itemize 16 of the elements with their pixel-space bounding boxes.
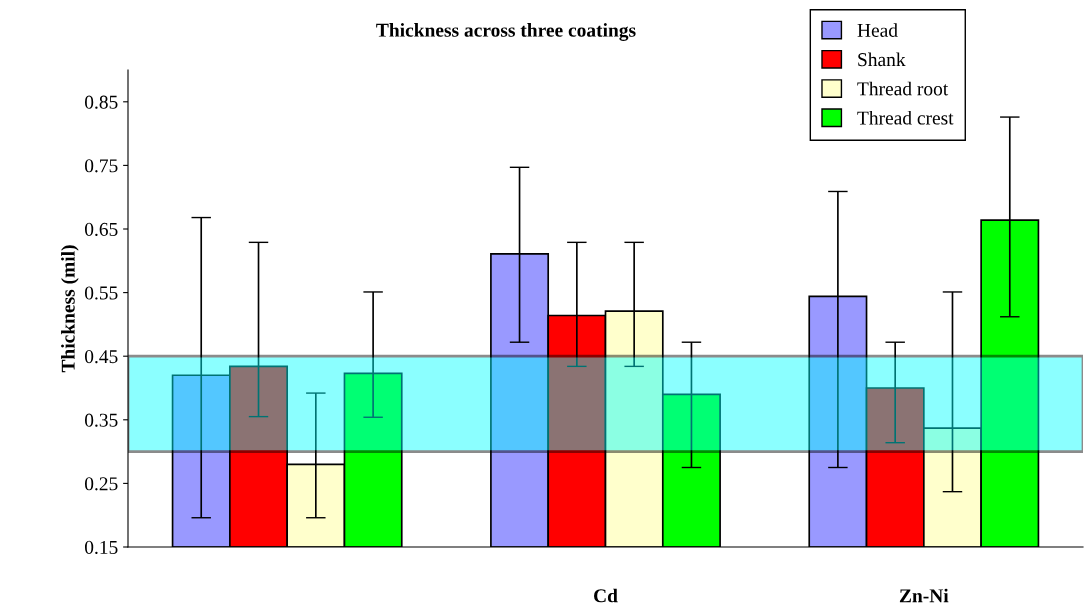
chart-title: Thickness across three coatings bbox=[376, 23, 636, 41]
legend-label: Shank bbox=[858, 52, 906, 67]
legend-label: Thread crest bbox=[857, 110, 954, 125]
y-tick-label: 0.45 bbox=[84, 350, 118, 364]
y-tick-label: 0.75 bbox=[84, 159, 118, 173]
y-tick-label: 0.85 bbox=[84, 95, 118, 109]
y-tick-label: 0.55 bbox=[84, 286, 118, 300]
x-tick-label: Zn-Ni bbox=[899, 588, 949, 603]
y-tick-label: 0.35 bbox=[84, 413, 118, 427]
y-tick-label: 0.15 bbox=[84, 540, 118, 555]
y-tick-label: 0.25 bbox=[84, 477, 118, 491]
x-tick-label: Cd bbox=[594, 588, 618, 603]
legend-label: Thread root bbox=[857, 81, 949, 96]
legend-label: Head bbox=[857, 23, 898, 37]
y-axis-title: Thickness (mil) bbox=[61, 245, 79, 373]
y-tick-label: 0.65 bbox=[84, 222, 118, 237]
